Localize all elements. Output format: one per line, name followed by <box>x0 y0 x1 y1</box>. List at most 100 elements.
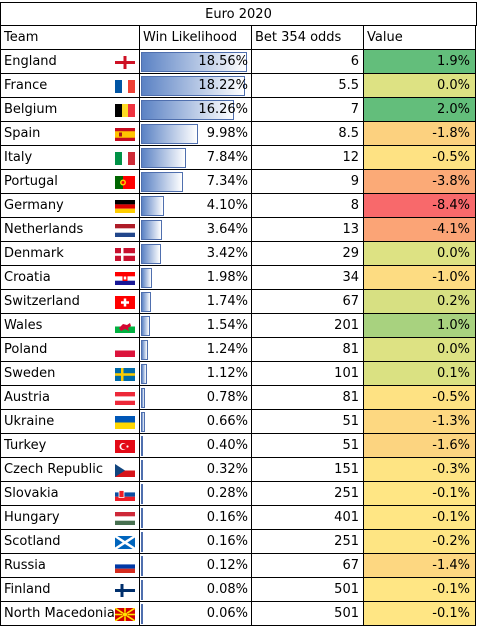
table-row: Germany 4.10% 8 -8.4% <box>0 194 477 218</box>
value-cell: -0.1% <box>364 506 476 530</box>
team-name: Belgium <box>4 102 58 117</box>
win-likelihood-cell: 3.42% <box>140 242 252 266</box>
team-cell: Switzerland <box>0 290 140 314</box>
team-cell: Netherlands <box>0 218 140 242</box>
turkey-flag-icon <box>115 440 135 453</box>
value-cell: 2.0% <box>364 98 476 122</box>
team-name: Wales <box>4 318 43 333</box>
team-cell: Scotland <box>0 530 140 554</box>
france-flag-icon <box>115 80 135 93</box>
value-cell: -4.1% <box>364 218 476 242</box>
denmark-flag-icon <box>115 248 135 261</box>
team-cell: Slovakia <box>0 482 140 506</box>
value-cell: 1.9% <box>364 50 476 74</box>
data-bar <box>141 364 147 384</box>
table-row: Croatia 1.98% 34 -1.0% <box>0 266 477 290</box>
team-name: Slovakia <box>4 486 59 501</box>
value-cell: -1.6% <box>364 434 476 458</box>
sweden-flag-icon <box>115 368 135 381</box>
value-cell: -3.8% <box>364 170 476 194</box>
odds-cell: 13 <box>252 218 364 242</box>
odds-cell: 81 <box>252 386 364 410</box>
win-likelihood-value: 3.42% <box>206 246 248 261</box>
hungary-flag-icon <box>115 512 135 525</box>
table-row: Turkey 0.40% 51 -1.6% <box>0 434 477 458</box>
win-likelihood-value: 4.10% <box>206 198 248 213</box>
table-row: Belgium 16.26% 7 2.0% <box>0 98 477 122</box>
odds-cell: 6 <box>252 50 364 74</box>
data-bar <box>141 244 161 264</box>
data-bar <box>141 484 143 504</box>
table-row: Switzerland 1.74% 67 0.2% <box>0 290 477 314</box>
odds-cell: 51 <box>252 410 364 434</box>
value-cell: 0.0% <box>364 242 476 266</box>
odds-cell: 29 <box>252 242 364 266</box>
team-name: Spain <box>4 126 41 141</box>
team-name: Czech Republic <box>4 462 103 477</box>
value-cell: -0.1% <box>364 578 476 602</box>
value-cell: -1.8% <box>364 122 476 146</box>
header-odds: Bet 354 odds <box>252 26 364 50</box>
value-cell: 0.0% <box>364 338 476 362</box>
win-likelihood-cell: 0.66% <box>140 410 252 434</box>
value-cell: -0.1% <box>364 482 476 506</box>
team-name: Germany <box>4 198 64 213</box>
data-bar <box>141 340 148 360</box>
table-row: Slovakia 0.28% 251 -0.1% <box>0 482 477 506</box>
win-likelihood-value: 0.28% <box>206 486 248 501</box>
table-row: England 18.56% 6 1.9% <box>0 50 477 74</box>
croatia-flag-icon <box>115 272 135 285</box>
odds-cell: 12 <box>252 146 364 170</box>
finland-flag-icon <box>115 584 135 597</box>
team-name: Netherlands <box>4 222 84 237</box>
team-name: Scotland <box>4 534 61 549</box>
win-likelihood-cell: 1.24% <box>140 338 252 362</box>
win-likelihood-cell: 1.74% <box>140 290 252 314</box>
win-likelihood-value: 7.34% <box>206 174 248 189</box>
table-row: Scotland 0.16% 251 -0.2% <box>0 530 477 554</box>
team-name: Italy <box>4 150 33 165</box>
data-bar <box>141 532 143 552</box>
win-likelihood-value: 1.12% <box>206 366 248 381</box>
team-name: Hungary <box>4 510 60 525</box>
win-likelihood-value: 0.78% <box>206 390 248 405</box>
team-name: Russia <box>4 558 46 573</box>
win-likelihood-value: 7.84% <box>206 150 248 165</box>
team-cell: North Macedonia <box>0 602 140 626</box>
spain-flag-icon <box>115 128 135 141</box>
win-likelihood-value: 18.56% <box>198 54 248 69</box>
data-bar <box>141 436 143 456</box>
england-flag-icon <box>115 56 135 69</box>
data-bar <box>141 292 151 312</box>
value-cell: 0.2% <box>364 290 476 314</box>
team-cell: Finland <box>0 578 140 602</box>
table-row: Portugal 7.34% 9 -3.8% <box>0 170 477 194</box>
win-likelihood-value: 0.32% <box>206 462 248 477</box>
team-cell: Germany <box>0 194 140 218</box>
win-likelihood-cell: 7.84% <box>140 146 252 170</box>
russia-flag-icon <box>115 560 135 573</box>
switzerland-flag-icon <box>115 296 135 309</box>
win-likelihood-cell: 18.22% <box>140 74 252 98</box>
team-cell: France <box>0 74 140 98</box>
netherlands-flag-icon <box>115 224 135 237</box>
odds-cell: 101 <box>252 362 364 386</box>
data-bar <box>141 76 245 96</box>
team-name: Denmark <box>4 246 64 261</box>
table-row: Hungary 0.16% 401 -0.1% <box>0 506 477 530</box>
odds-cell: 7 <box>252 98 364 122</box>
data-bar <box>141 268 152 288</box>
value-cell: -1.4% <box>364 554 476 578</box>
team-cell: Belgium <box>0 98 140 122</box>
data-bar <box>141 124 198 144</box>
data-bar <box>141 148 186 168</box>
table-row: Netherlands 3.64% 13 -4.1% <box>0 218 477 242</box>
wales-flag-icon <box>115 320 135 333</box>
odds-cell: 51 <box>252 434 364 458</box>
win-likelihood-cell: 0.28% <box>140 482 252 506</box>
data-bar <box>141 220 162 240</box>
win-likelihood-cell: 1.12% <box>140 362 252 386</box>
win-likelihood-value: 0.40% <box>206 438 248 453</box>
team-name: Poland <box>4 342 48 357</box>
